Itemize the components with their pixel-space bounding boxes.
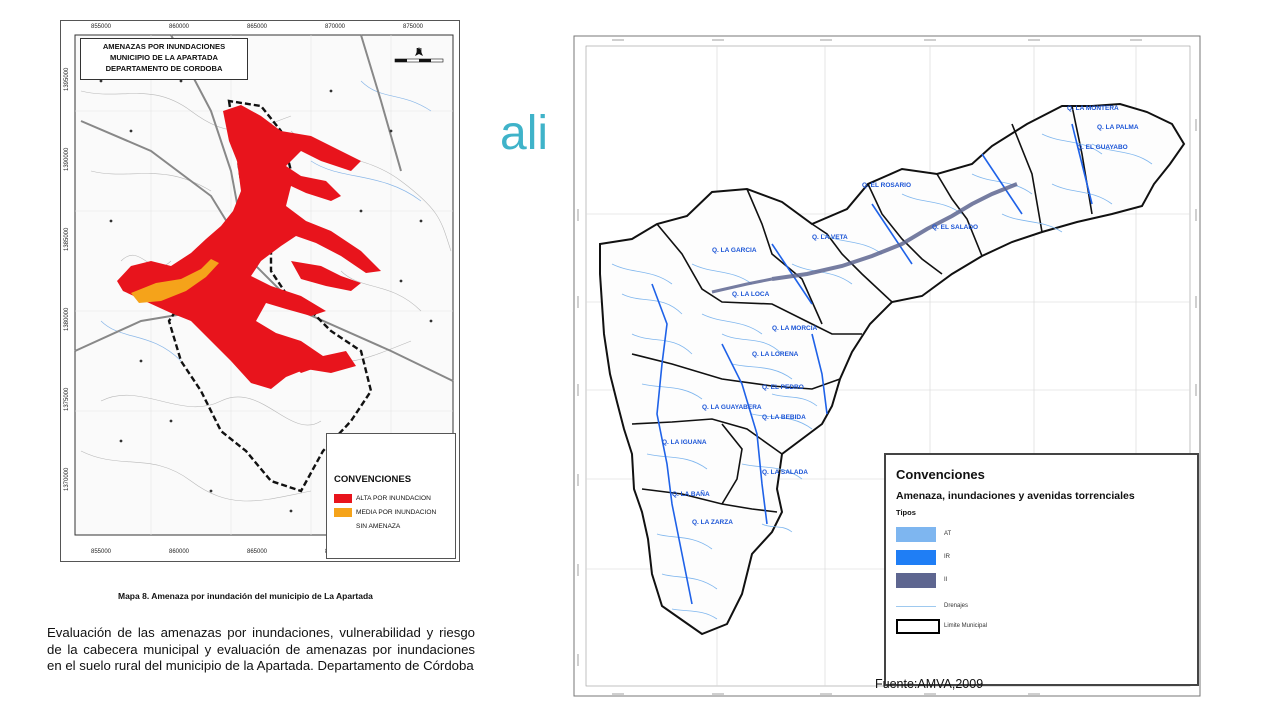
map-left-caption: Mapa 8. Amenaza por inundación del munic…: [118, 591, 373, 601]
legend-label: ALTA POR INUNDACION: [356, 494, 431, 502]
legend-label: MEDIA POR INUNDACION: [356, 508, 437, 516]
bottom-tick: 860000: [169, 549, 190, 555]
flood-zone-medium: [131, 259, 219, 303]
stream-label: Q. LA ZARZA: [692, 519, 733, 526]
stream-label: Q. EL PEDRO: [762, 384, 804, 391]
legend-swatch-high: [334, 493, 352, 503]
legend-swatch-drainage: [896, 605, 936, 607]
stream-label: Q. EL SALADO: [932, 224, 978, 231]
legend-swatch-ii: [896, 572, 936, 588]
legend-title: Convenciones: [896, 467, 985, 482]
bottom-tick: 855000: [91, 549, 112, 555]
stream-label: Q. EL GUAYABO: [1077, 144, 1128, 151]
legend-item: AT: [896, 525, 951, 543]
side-tick: 1395000: [64, 67, 70, 91]
stream-label: Q. LA MONTERA: [1067, 105, 1119, 112]
map-left-canvas: [74, 34, 454, 536]
legend-item: SIN AMENAZA: [334, 521, 400, 531]
north-arrow-scale: N: [391, 47, 447, 75]
map-left-title: AMENAZAS POR INUNDACIONES MUNICIPIO DE L…: [80, 38, 248, 80]
side-tick: 1380000: [64, 307, 70, 331]
legend-item: Drenajes: [896, 597, 968, 615]
legend-label: Drenajes: [944, 603, 969, 609]
stream-label: Q. LA BEBIDA: [762, 414, 806, 421]
legend-swatch-boundary: [896, 618, 940, 634]
legend-swatch-none: [334, 521, 352, 531]
torrential-flood-map: Q. LA MONTERA Q. LA PALMA Q. EL GUAYABO …: [572, 34, 1204, 700]
legend-item: MEDIA POR INUNDACION: [334, 507, 436, 517]
legend-label: AT: [944, 531, 952, 537]
stream-label: Q. LA LOCA: [732, 291, 770, 298]
legend-label: SIN AMENAZA: [356, 522, 401, 530]
legend-item: IR: [896, 548, 950, 566]
bottom-tick: 865000: [247, 549, 268, 555]
stream-label: Q. LA GUAYABERA: [702, 404, 762, 411]
legend-subtitle: Amenaza, inundaciones y avenidas torrenc…: [896, 490, 1135, 502]
map-right-legend: Convenciones Amenaza, inundaciones y ave…: [884, 453, 1199, 686]
top-tick: 870000: [325, 24, 346, 30]
legend-item: II: [896, 571, 947, 589]
legend-swatch-ir: [896, 549, 936, 565]
flood-map-la-apartada: 855000 860000 865000 870000 875000 85500…: [60, 20, 460, 562]
stream-label: Q. LA MORCIA: [772, 325, 818, 332]
stream-label: Q. EL ROSARIO: [862, 182, 911, 189]
legend-swatch-at: [896, 526, 936, 542]
north-arrow-icon: [394, 47, 444, 63]
stream-label: Q. LA GARCIA: [712, 247, 757, 254]
side-tick: 1385000: [64, 227, 70, 251]
stream-label: Q. LA SALADA: [762, 469, 808, 476]
top-tick: 875000: [403, 24, 424, 30]
legend-label: Limite Municipal: [944, 623, 988, 629]
map-right-source: Fuente:AMVA,2009: [875, 677, 984, 691]
stream-label: Q. LA PALMA: [1097, 124, 1139, 131]
slide-heading-fragment: ali: [500, 107, 549, 160]
top-tick: 855000: [91, 24, 112, 30]
legend-label: IR: [944, 554, 950, 560]
top-tick: 860000: [169, 24, 190, 30]
stream-label: Q. LA BAÑA: [672, 489, 710, 498]
side-tick: 1370000: [64, 467, 70, 491]
legend-item: Limite Municipal: [896, 617, 987, 635]
side-tick: 1375000: [64, 387, 70, 411]
legend-types-label: Tipos: [896, 508, 916, 517]
legend-item: ALTA POR INUNDACION: [334, 493, 431, 503]
description-text: Evaluación de las amenazas por inundacio…: [47, 625, 475, 674]
stream-label: Q. LA LORENA: [752, 351, 799, 358]
legend-title: CONVENCIONES: [334, 474, 412, 485]
flood-zone-high: [117, 105, 381, 389]
side-tick: 1390000: [64, 147, 70, 171]
stream-label: Q. LA VETA: [812, 234, 848, 241]
legend-label: II: [944, 577, 948, 583]
top-tick: 865000: [247, 24, 268, 30]
map-left-legend: CONVENCIONES ALTA POR INUNDACION MEDIA P…: [326, 433, 456, 559]
map-left-title-line: MUNICIPIO DE LA APARTADA: [110, 53, 218, 62]
map-left-title-line: DEPARTAMENTO DE CORDOBA: [105, 64, 223, 73]
stream-label: Q. LA IGUANA: [662, 439, 707, 446]
legend-swatch-medium: [334, 507, 352, 517]
map-left-title-line: AMENAZAS POR INUNDACIONES: [102, 42, 226, 51]
